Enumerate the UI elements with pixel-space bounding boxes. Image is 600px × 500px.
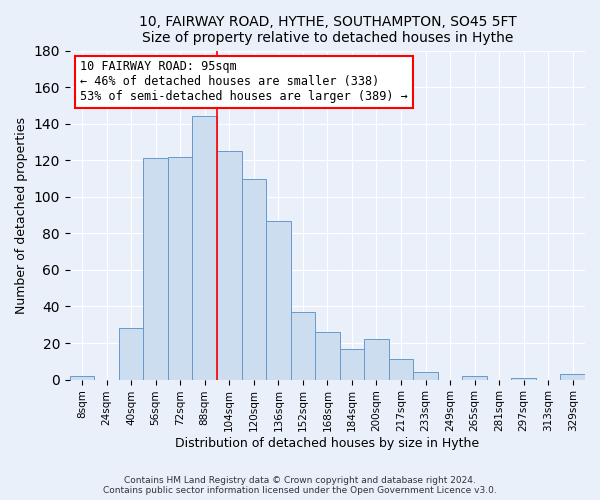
Title: 10, FAIRWAY ROAD, HYTHE, SOUTHAMPTON, SO45 5FT
Size of property relative to deta: 10, FAIRWAY ROAD, HYTHE, SOUTHAMPTON, SO… (139, 15, 516, 45)
Bar (242, 178, 266, 380)
Bar (266, 220, 290, 380)
Bar (463, 376, 487, 380)
X-axis label: Distribution of detached houses by size in Hythe: Distribution of detached houses by size … (175, 437, 479, 450)
Bar (315, 332, 340, 380)
Bar (143, 158, 168, 380)
Bar (340, 348, 364, 380)
Bar (389, 360, 413, 380)
Bar (70, 376, 94, 380)
Bar (511, 378, 536, 380)
Bar (290, 312, 315, 380)
Bar (193, 116, 217, 380)
Bar (119, 328, 143, 380)
Y-axis label: Number of detached properties: Number of detached properties (15, 116, 28, 314)
Bar (364, 340, 389, 380)
Bar (217, 151, 242, 380)
Text: Contains HM Land Registry data © Crown copyright and database right 2024.
Contai: Contains HM Land Registry data © Crown c… (103, 476, 497, 495)
Text: 10 FAIRWAY ROAD: 95sqm
← 46% of detached houses are smaller (338)
53% of semi-de: 10 FAIRWAY ROAD: 95sqm ← 46% of detached… (80, 60, 408, 104)
Bar (560, 374, 585, 380)
Bar (413, 372, 438, 380)
Bar (168, 156, 193, 380)
